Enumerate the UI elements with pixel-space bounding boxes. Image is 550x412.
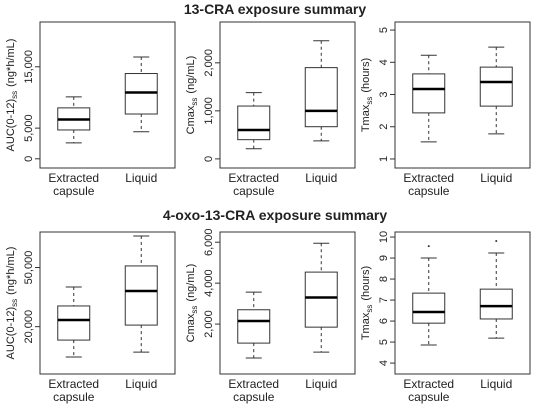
box xyxy=(479,66,513,107)
y-tick-label: 1 xyxy=(378,156,390,162)
y-tick-label: 5 xyxy=(378,27,390,33)
y-label-main: AUC(0-12) xyxy=(5,99,17,152)
y-tick-label: 1,000 xyxy=(203,97,215,125)
box xyxy=(237,309,271,344)
y-tick-label: 2,000 xyxy=(203,49,215,77)
box xyxy=(57,305,91,341)
y-tick-label: 50,000 xyxy=(23,251,35,285)
y-label-sub: ss xyxy=(10,91,19,99)
y-axis-label: Tmaxss (hours) xyxy=(360,266,374,340)
y-tick-label: 8 xyxy=(378,276,390,282)
y-tick-label: 2 xyxy=(378,124,390,130)
y-tick-label: 6 xyxy=(378,318,390,324)
y-label-main: Cmax xyxy=(185,313,197,342)
x-tick-label: Liquid xyxy=(305,378,338,391)
box xyxy=(124,265,158,326)
y-tick-label: 7 xyxy=(378,297,390,303)
x-tick-label: Liquid xyxy=(125,172,158,185)
y-label-sub: ss xyxy=(10,299,19,307)
y-label-main: Tmax xyxy=(360,312,372,340)
x-tick-label-box: Extracted capsule xyxy=(228,378,280,404)
x-tick-label-box: Extracted capsule xyxy=(48,378,100,404)
section-title: 4-oxo-13-CRA exposure summary xyxy=(163,207,388,223)
y-label-main: Cmax xyxy=(185,105,197,134)
x-tick-label: Extracted capsule xyxy=(403,172,455,198)
y-axis-label: AUC(0-12)ss (ng*h/mL) xyxy=(5,39,19,152)
box xyxy=(304,67,338,128)
y-label-main: Tmax xyxy=(360,104,372,132)
x-tick-label-box: Liquid xyxy=(305,378,338,391)
x-tick-label: Extracted capsule xyxy=(403,378,455,404)
plot-frame xyxy=(39,21,176,169)
y-tick-label: 4 xyxy=(378,360,390,366)
y-label-unit: (ng*h/mL) xyxy=(5,247,17,295)
y-tick-label: 0 xyxy=(203,156,215,162)
plot-frame xyxy=(39,231,176,375)
box xyxy=(412,292,446,324)
plot-frame xyxy=(219,231,356,375)
x-tick-label-box: Extracted capsule xyxy=(403,172,455,198)
x-tick-label: Liquid xyxy=(125,378,158,391)
box xyxy=(237,105,271,141)
x-tick-label: Liquid xyxy=(305,172,338,185)
x-tick-label-box: Liquid xyxy=(125,378,158,391)
x-tick-label-box: Extracted capsule xyxy=(228,172,280,198)
y-axis-label: Cmaxss (ng/mL) xyxy=(185,264,199,343)
x-tick-label-box: Extracted capsule xyxy=(48,172,100,198)
y-axis-label: Cmaxss (ng/mL) xyxy=(185,56,199,135)
y-label-unit: (hours) xyxy=(360,58,372,93)
box xyxy=(412,73,446,114)
y-tick-label: 4 xyxy=(378,59,390,65)
y-tick-label: 10 xyxy=(378,231,390,243)
y-tick-label: 5,000 xyxy=(23,114,35,142)
section-title: 13-CRA exposure summary xyxy=(184,1,367,17)
y-tick-label: 3 xyxy=(378,91,390,97)
x-tick-label: Extracted capsule xyxy=(228,378,280,404)
y-label-unit: (ng*h/mL) xyxy=(5,39,17,87)
y-tick-label: 15,000 xyxy=(23,50,35,84)
x-tick-label: Extracted capsule xyxy=(48,378,100,404)
y-label-unit: (ng/mL) xyxy=(185,264,197,302)
y-tick-label: 5 xyxy=(378,339,390,345)
y-tick-label: 20,000 xyxy=(23,310,35,344)
x-tick-label: Liquid xyxy=(480,172,513,185)
y-tick-label: 0 xyxy=(23,156,35,162)
outlier xyxy=(495,240,498,243)
x-tick-label-box: Liquid xyxy=(480,172,513,185)
y-tick-label: 9 xyxy=(378,255,390,261)
y-axis-label: Tmaxss (hours) xyxy=(360,58,374,132)
plot-frame xyxy=(394,231,531,375)
y-label-unit: (hours) xyxy=(360,266,372,301)
x-tick-label-box: Liquid xyxy=(480,378,513,391)
x-tick-label-box: Liquid xyxy=(305,172,338,185)
x-tick-label-box: Liquid xyxy=(125,172,158,185)
y-axis-label: AUC(0-12)ss (ng*h/mL) xyxy=(5,247,19,360)
x-tick-label: Extracted capsule xyxy=(48,172,100,198)
outlier xyxy=(427,245,430,248)
box xyxy=(304,271,338,328)
y-label-sub: ss xyxy=(190,306,199,314)
y-label-sub: ss xyxy=(190,98,199,106)
x-tick-label: Liquid xyxy=(480,378,513,391)
y-label-sub: ss xyxy=(365,97,374,105)
box xyxy=(479,288,513,320)
y-tick-label: 6,000 xyxy=(203,228,215,256)
y-label-sub: ss xyxy=(365,305,374,313)
plot-frame xyxy=(219,21,356,169)
x-tick-label-box: Extracted capsule xyxy=(403,378,455,404)
y-tick-label: 4,000 xyxy=(203,269,215,297)
y-label-main: AUC(0-12) xyxy=(5,307,17,360)
x-tick-label: Extracted capsule xyxy=(228,172,280,198)
y-tick-label: 2,000 xyxy=(203,310,215,338)
y-label-unit: (ng/mL) xyxy=(185,56,197,94)
